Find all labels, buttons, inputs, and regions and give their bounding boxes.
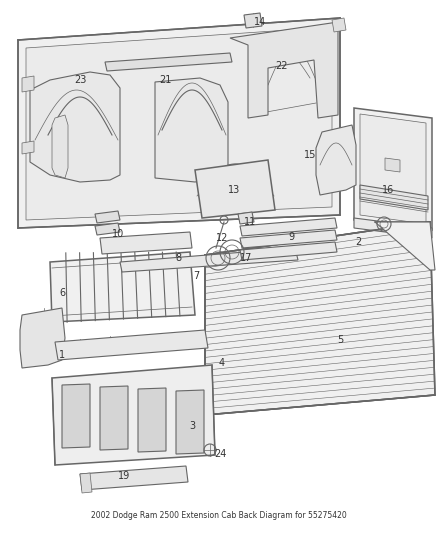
Polygon shape — [100, 386, 128, 450]
Polygon shape — [354, 218, 432, 238]
Text: 7: 7 — [193, 271, 199, 281]
Text: 14: 14 — [254, 17, 266, 27]
Text: 21: 21 — [159, 75, 171, 85]
Polygon shape — [120, 248, 298, 272]
Polygon shape — [22, 141, 34, 154]
Polygon shape — [52, 365, 215, 465]
Polygon shape — [26, 27, 332, 220]
Polygon shape — [18, 18, 340, 228]
Text: 17: 17 — [240, 253, 252, 263]
Polygon shape — [80, 473, 92, 493]
Polygon shape — [316, 125, 356, 195]
Text: 13: 13 — [228, 185, 240, 195]
Text: 8: 8 — [175, 253, 181, 263]
Polygon shape — [240, 242, 337, 260]
Polygon shape — [20, 308, 65, 368]
Polygon shape — [354, 108, 432, 230]
Text: 2002 Dodge Ram 2500 Extension Cab Back Diagram for 55275420: 2002 Dodge Ram 2500 Extension Cab Back D… — [91, 511, 347, 520]
Text: 11: 11 — [244, 217, 256, 227]
Polygon shape — [238, 212, 254, 224]
Polygon shape — [95, 223, 120, 235]
Text: 3: 3 — [189, 421, 195, 431]
Polygon shape — [22, 76, 34, 92]
Text: 12: 12 — [216, 233, 228, 243]
Polygon shape — [230, 22, 338, 118]
Text: 4: 4 — [219, 358, 225, 368]
Text: 16: 16 — [382, 185, 394, 195]
Polygon shape — [100, 232, 192, 254]
Polygon shape — [240, 230, 337, 248]
Text: 6: 6 — [59, 288, 65, 298]
Text: 24: 24 — [214, 449, 226, 459]
Polygon shape — [62, 384, 90, 448]
Polygon shape — [195, 160, 275, 218]
Polygon shape — [155, 78, 228, 182]
Polygon shape — [176, 390, 204, 454]
Polygon shape — [375, 222, 435, 270]
Text: 23: 23 — [74, 75, 86, 85]
Polygon shape — [360, 114, 426, 224]
Polygon shape — [50, 252, 195, 322]
Polygon shape — [55, 330, 208, 360]
Polygon shape — [332, 18, 346, 32]
Polygon shape — [138, 388, 166, 452]
Text: 19: 19 — [118, 471, 130, 481]
Text: 5: 5 — [337, 335, 343, 345]
Text: 22: 22 — [276, 61, 288, 71]
Polygon shape — [80, 466, 188, 490]
Text: 10: 10 — [112, 229, 124, 239]
Polygon shape — [95, 211, 120, 223]
Text: 1: 1 — [59, 350, 65, 360]
Polygon shape — [205, 222, 435, 415]
Polygon shape — [105, 53, 232, 71]
Polygon shape — [30, 72, 120, 182]
Polygon shape — [360, 185, 428, 210]
Text: 15: 15 — [304, 150, 316, 160]
Polygon shape — [385, 158, 400, 172]
Text: 2: 2 — [355, 237, 361, 247]
Text: 9: 9 — [288, 232, 294, 242]
Polygon shape — [52, 115, 68, 178]
Polygon shape — [244, 13, 262, 28]
Polygon shape — [240, 218, 337, 236]
